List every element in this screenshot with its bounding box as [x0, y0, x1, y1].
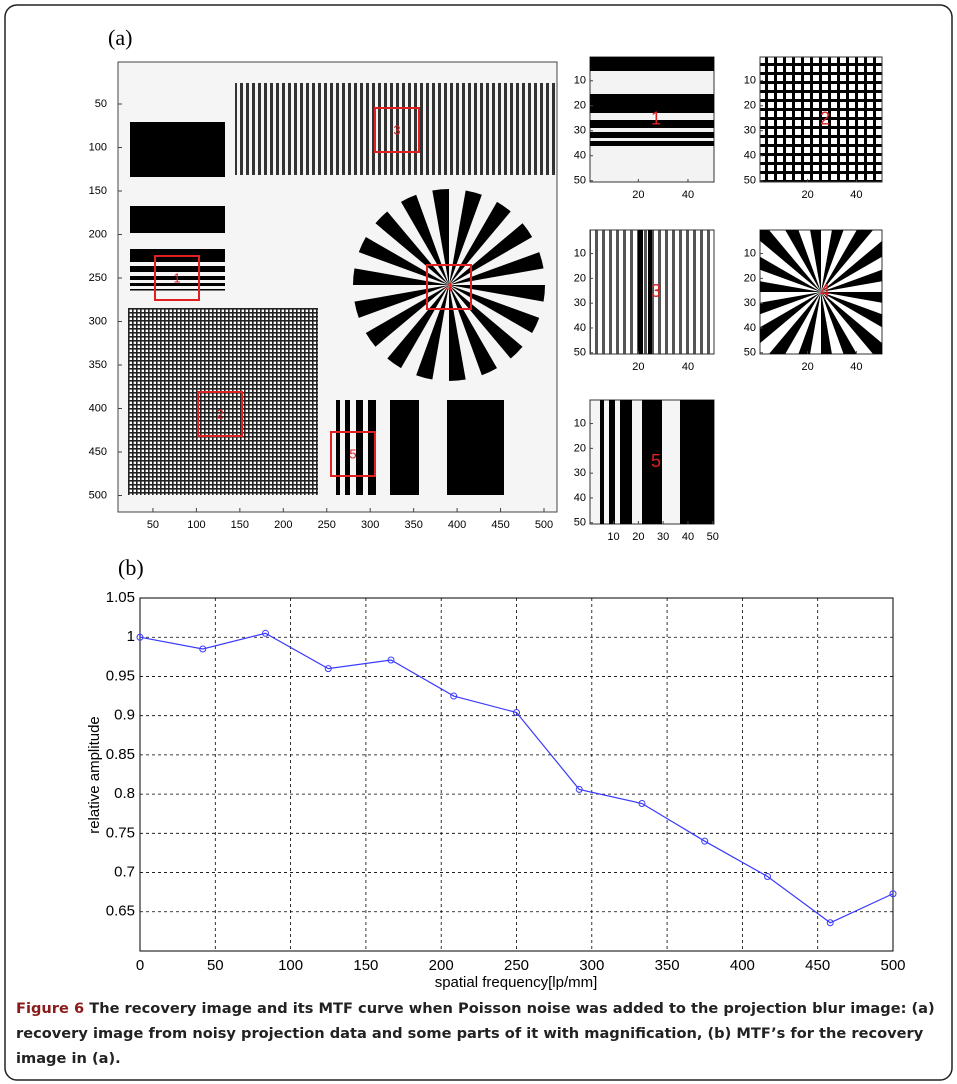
y-tick-label: 450: [89, 446, 107, 458]
x-tick-label: 500: [535, 519, 553, 531]
y-tick-label: 40: [744, 322, 756, 334]
panel-label: (a): [108, 25, 132, 50]
zoom-label: 4: [820, 281, 830, 301]
y-tick-label: 40: [574, 150, 586, 162]
y-tick-label: 10: [574, 247, 586, 259]
y-tick-label: 40: [574, 322, 586, 334]
y-tick-label: 40: [574, 492, 586, 504]
y-tick-label: 30: [574, 297, 586, 309]
y-tick-label: 20: [574, 272, 586, 284]
y-tick-label: 500: [89, 489, 107, 501]
y-tick-label: 0.8: [114, 785, 135, 802]
x-tick-label: 20: [801, 361, 813, 373]
x-tick-label: 250: [318, 519, 336, 531]
zoom-label: 2: [820, 108, 830, 128]
y-tick-label: 10: [744, 247, 756, 259]
y-tick-label: 20: [574, 442, 586, 454]
zoom-label: 1: [651, 108, 661, 128]
y-tick-label: 30: [574, 125, 586, 137]
x-tick-label: 40: [850, 189, 862, 201]
y-tick-label: 20: [574, 100, 586, 112]
y-tick-label: 150: [89, 185, 107, 197]
y-tick-label: 250: [89, 272, 107, 284]
y-tick-label: 50: [574, 517, 586, 529]
y-tick-label: 30: [744, 297, 756, 309]
x-tick-label: 0: [136, 957, 144, 974]
x-tick-label: 20: [632, 189, 644, 201]
x-tick-label: 200: [429, 957, 454, 974]
x-tick-label: 20: [632, 361, 644, 373]
x-tick-label: 20: [801, 189, 813, 201]
region-label: 5: [349, 446, 356, 461]
y-tick-label: 10: [574, 417, 586, 429]
zoom-label: 3: [651, 281, 661, 301]
x-tick-label: 300: [361, 519, 379, 531]
y-tick-label: 10: [744, 75, 756, 87]
region-label: 2: [216, 406, 223, 421]
x-tick-label: 150: [231, 519, 249, 531]
y-tick-label: 0.75: [106, 824, 135, 841]
region-label: 4: [445, 279, 452, 294]
x-tick-label: 50: [207, 957, 224, 974]
y-tick-label: 0.95: [106, 667, 135, 684]
main-image: [118, 62, 557, 512]
y-tick-label: 350: [89, 359, 107, 371]
x-tick-label: 40: [682, 361, 694, 373]
y-tick-label: 10: [574, 75, 586, 87]
x-tick-label: 250: [504, 957, 529, 974]
y-tick-label: 1.05: [106, 589, 135, 606]
zoom-label: 5: [651, 451, 661, 471]
y-tick-label: 40: [744, 150, 756, 162]
x-tick-label: 10: [607, 531, 619, 543]
y-tick-label: 50: [744, 347, 756, 359]
y-tick-label: 0.9: [114, 707, 135, 724]
caption-text: The recovery image and its MTF curve whe…: [16, 1000, 935, 1067]
page: (a) (b): [0, 0, 957, 1084]
x-tick-label: 40: [682, 189, 694, 201]
y-tick-label: 30: [744, 125, 756, 137]
y-tick-label: 0.65: [106, 903, 135, 920]
y-tick-label: 50: [574, 175, 586, 187]
x-tick-label: 20: [632, 531, 644, 543]
region-label: 3: [393, 122, 400, 137]
y-axis-label: relative amplitude: [86, 716, 103, 834]
y-tick-label: 30: [574, 467, 586, 479]
y-tick-label: 20: [744, 100, 756, 112]
x-tick-label: 30: [657, 531, 669, 543]
caption: Figure 6 The recovery image and its MTF …: [16, 996, 946, 1071]
x-tick-label: 450: [805, 957, 830, 974]
x-tick-label: 450: [491, 519, 509, 531]
x-tick-label: 400: [730, 957, 755, 974]
x-tick-label: 40: [850, 361, 862, 373]
x-tick-label: 400: [448, 519, 466, 531]
x-tick-label: 300: [579, 957, 604, 974]
y-tick-label: 50: [574, 347, 586, 359]
panel-label: (b): [118, 555, 144, 580]
x-tick-label: 100: [278, 957, 303, 974]
y-tick-label: 20: [744, 272, 756, 284]
x-tick-label: 100: [187, 519, 205, 531]
caption-label: Figure 6: [16, 1000, 84, 1017]
y-tick-label: 50: [744, 175, 756, 187]
x-tick-label: 200: [274, 519, 292, 531]
y-tick-label: 0.85: [106, 746, 135, 763]
y-tick-label: 400: [89, 402, 107, 414]
y-tick-label: 0.7: [114, 864, 135, 881]
y-tick-label: 100: [89, 141, 107, 153]
zoom-image: [590, 57, 941, 524]
y-tick-label: 50: [95, 98, 107, 110]
y-tick-label: 1: [127, 628, 135, 645]
figure: (a) (b): [0, 0, 957, 1084]
x-tick-label: 350: [404, 519, 422, 531]
region-label: 1: [173, 270, 180, 285]
y-tick-label: 200: [89, 228, 107, 240]
x-tick-label: 500: [880, 957, 905, 974]
x-tick-label: 50: [707, 531, 719, 543]
x-tick-label: 150: [353, 957, 378, 974]
x-tick-label: 350: [655, 957, 680, 974]
x-tick-label: 50: [147, 519, 159, 531]
x-tick-label: 40: [682, 531, 694, 543]
y-tick-label: 300: [89, 315, 107, 327]
x-axis-label: spatial frequency[lp/mm]: [435, 974, 598, 991]
